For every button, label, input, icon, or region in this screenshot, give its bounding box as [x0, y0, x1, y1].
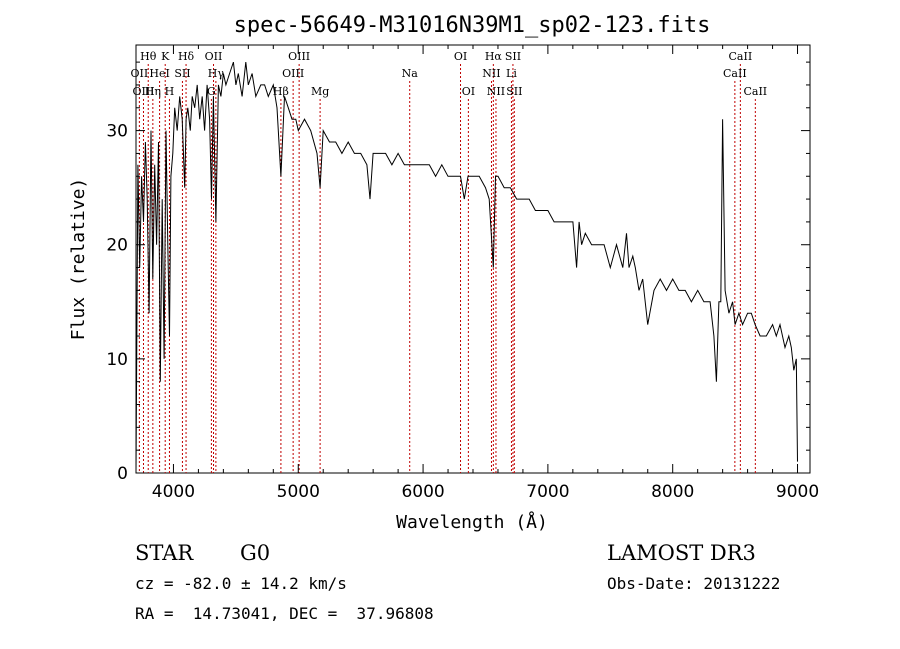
line-marker-label: CaII [723, 67, 747, 80]
line-marker-label: HeI [149, 67, 169, 80]
chart-title: spec-56649-M31016N39M1_sp02-123.fits [234, 13, 711, 38]
x-tick-label: 4000 [152, 482, 195, 502]
plot-frame [135, 44, 811, 474]
ra-dec: RA = 14.73041, DEC = 37.96808 [135, 604, 434, 623]
line-marker-label: Hγ [208, 67, 225, 80]
line-marker-label: G [207, 85, 216, 98]
line-marker-label: Hη [145, 85, 161, 98]
flux-series-line [135, 61, 798, 474]
line-marker-label: SII [506, 85, 522, 98]
line-marker-label: Na [402, 67, 419, 80]
line-marker-label: OI [462, 85, 475, 98]
y-tick-label: 30 [106, 122, 128, 142]
axis-ticks: 4000 5000 6000 7000 8000 9000 0 10 20 30 [106, 45, 819, 502]
redshift-cz: cz = -82.0 ± 14.2 km/s [135, 574, 347, 593]
line-marker-label: OIII [288, 50, 310, 63]
line-marker-label: NII [482, 67, 500, 80]
line-marker-label: OII [131, 67, 149, 80]
x-tick-label: 7000 [526, 482, 569, 502]
line-marker-label: CaII [743, 85, 767, 98]
line-marker-label: OI [454, 50, 467, 63]
object-class: STAR [135, 541, 194, 565]
line-marker-label: SII [505, 50, 521, 63]
x-tick-label: 9000 [776, 482, 819, 502]
line-marker-label: Li [506, 67, 517, 80]
x-tick-label: 8000 [651, 482, 694, 502]
y-tick-label: 20 [106, 236, 128, 256]
spectrum-chart: spec-56649-M31016N39M1_sp02-123.fits Hθ K… [68, 13, 819, 533]
line-marker-label: OIII [282, 67, 304, 80]
line-marker-label: OII [205, 50, 223, 63]
line-marker-label: Hα [485, 50, 503, 63]
line-marker-label: OIII [132, 85, 154, 98]
line-marker-label: Hβ [273, 85, 289, 98]
line-marker-label: Hθ [140, 50, 157, 63]
line-marker-label: NII [487, 85, 505, 98]
line-marker-label: CaII [729, 50, 753, 63]
line-marker-label: SII [174, 67, 190, 80]
line-marker-label: Mg [311, 85, 329, 98]
x-tick-label: 5000 [277, 482, 320, 502]
obs-date: Obs-Date: 20131222 [607, 574, 781, 593]
x-tick-label: 6000 [401, 482, 444, 502]
line-marker-label: Hδ [178, 50, 195, 63]
x-axis-label: Wavelength (Å) [396, 511, 548, 533]
y-axis-label: Flux (relative) [68, 178, 89, 341]
spectral-subclass: G0 [240, 541, 271, 565]
line-marker-label: K [161, 50, 170, 63]
y-tick-label: 0 [117, 464, 128, 484]
survey-name: LAMOST DR3 [607, 541, 756, 565]
line-marker-label: H [165, 85, 175, 98]
y-tick-label: 10 [106, 350, 128, 370]
